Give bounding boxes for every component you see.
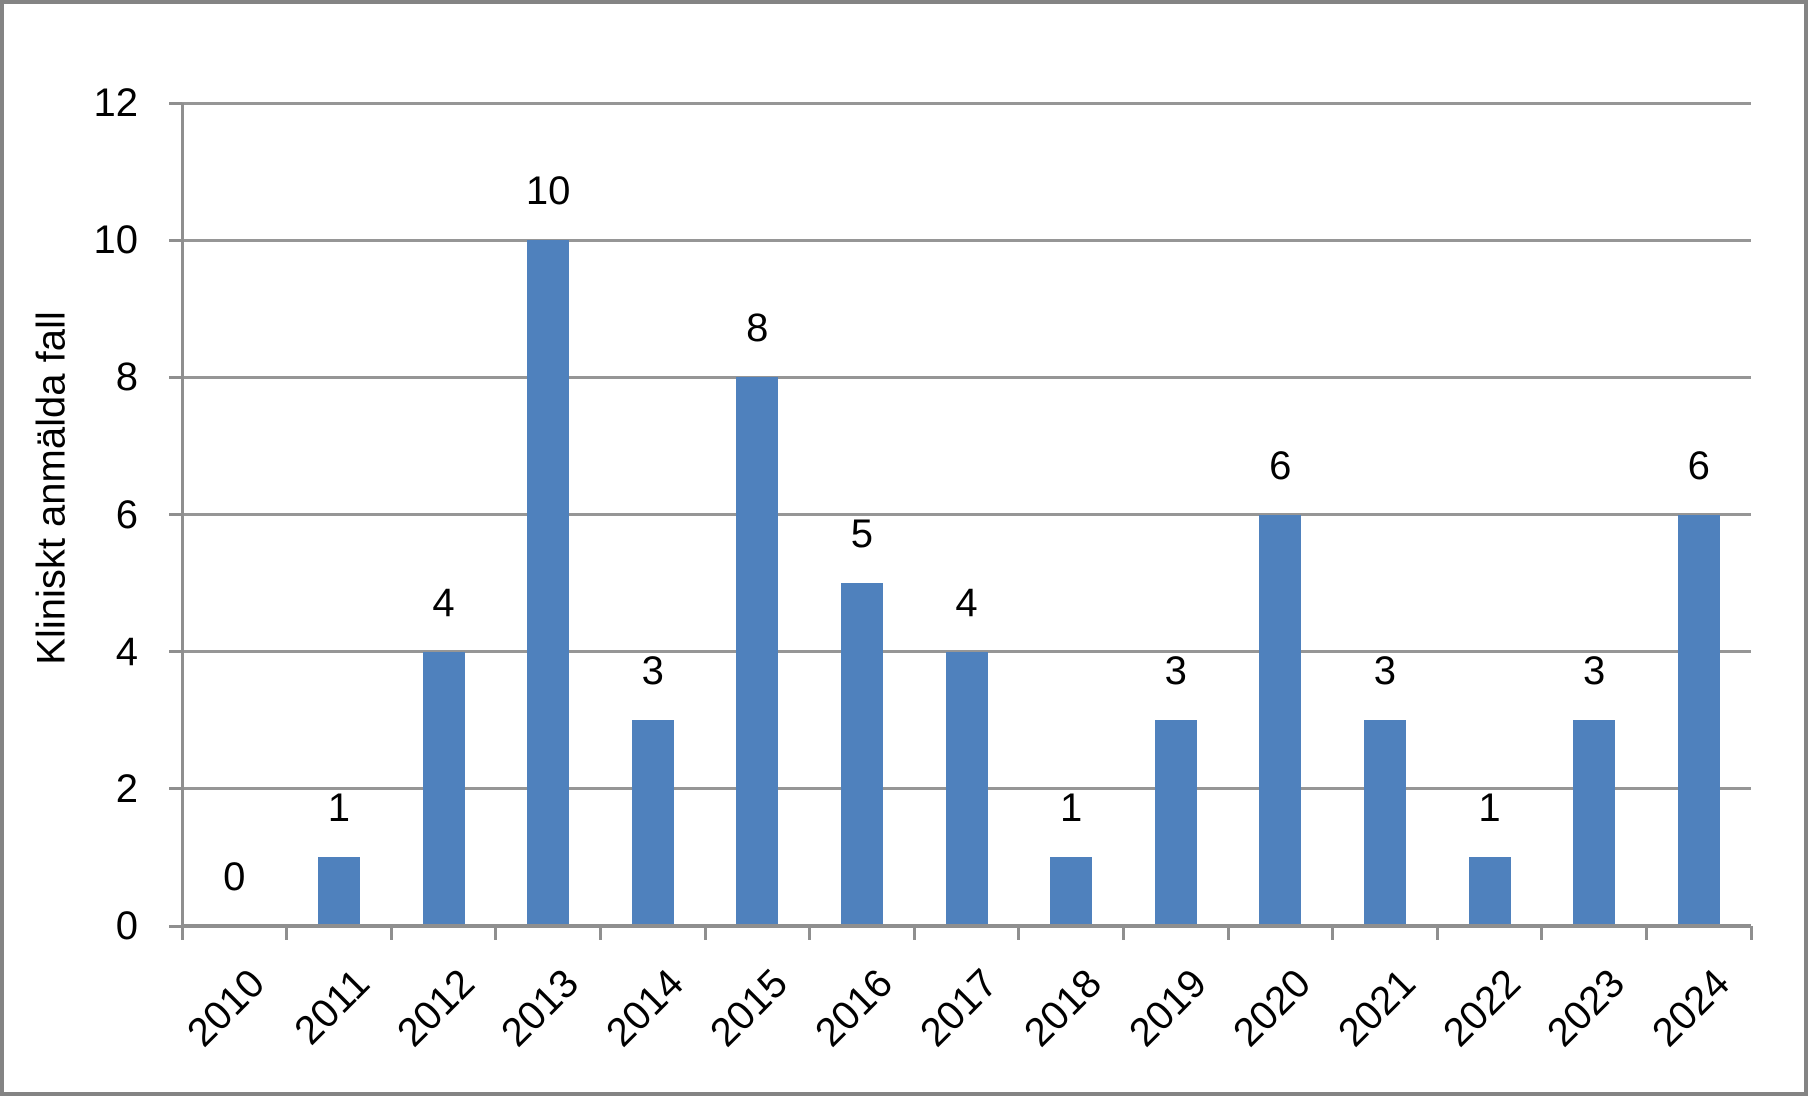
bar-2015 bbox=[736, 377, 779, 926]
x-tick-label-text-2019: 2019 bbox=[1120, 961, 1215, 1056]
x-tick-label-text-2024: 2024 bbox=[1643, 961, 1738, 1056]
x-tick-label-text-2011: 2011 bbox=[286, 961, 379, 1053]
gridline-8 bbox=[182, 375, 1751, 379]
gridline-6 bbox=[182, 513, 1751, 516]
data-label-2015: 8 bbox=[746, 306, 769, 351]
x-tick-mark-6 bbox=[808, 926, 812, 940]
data-label-2022: 1 bbox=[1478, 786, 1501, 831]
data-label-2014: 3 bbox=[641, 649, 664, 694]
x-tick-mark-10 bbox=[1226, 926, 1230, 940]
x-tick-label-text-2015: 2015 bbox=[702, 961, 797, 1056]
x-tick-mark-13 bbox=[1540, 926, 1544, 940]
x-tick-label-text-2020: 2020 bbox=[1225, 961, 1320, 1056]
x-tick-label-text-2017: 2017 bbox=[911, 961, 1006, 1056]
data-label-2019: 3 bbox=[1164, 649, 1187, 694]
x-tick-label-text-2014: 2014 bbox=[597, 961, 692, 1056]
gridline-10 bbox=[182, 238, 1751, 242]
data-label-2016: 5 bbox=[850, 512, 874, 557]
bar-2017 bbox=[945, 651, 988, 926]
y-tick-label-0: 0 bbox=[115, 904, 138, 948]
y-axis-line bbox=[181, 103, 184, 940]
x-tick-mark-3 bbox=[494, 926, 498, 940]
x-tick-mark-2 bbox=[389, 926, 393, 940]
bar-2024 bbox=[1677, 514, 1720, 926]
data-label-2011: 1 bbox=[327, 786, 351, 831]
x-axis-line bbox=[182, 924, 1751, 928]
x-tick-mark-8 bbox=[1017, 926, 1021, 940]
y-tick-label-2: 2 bbox=[115, 766, 138, 811]
bar-2023 bbox=[1573, 720, 1616, 926]
y-tick-mark-12 bbox=[169, 101, 182, 105]
x-tick-mark-5 bbox=[703, 926, 707, 940]
data-label-2024: 6 bbox=[1687, 443, 1710, 488]
x-tick-mark-11 bbox=[1331, 926, 1335, 940]
y-tick-mark-6 bbox=[169, 513, 182, 516]
y-tick-mark-0 bbox=[169, 924, 182, 928]
gridline-12 bbox=[182, 101, 1751, 105]
bar-2021 bbox=[1363, 720, 1406, 926]
y-tick-mark-10 bbox=[169, 238, 182, 242]
plot-area: 0 1 4 10 3 8 5 4 1 3 6 3 1 3 6 0 2 4 6 8 10 12 2010 2011 2012 2… bbox=[94, 83, 1753, 1055]
y-tick-mark-8 bbox=[169, 375, 182, 379]
data-label-2018: 1 bbox=[1059, 786, 1083, 831]
bar-2016 bbox=[840, 583, 883, 926]
bar-2019 bbox=[1154, 720, 1197, 926]
x-tick-mark-7 bbox=[912, 926, 916, 940]
x-tick-label-text-2012: 2012 bbox=[388, 961, 483, 1056]
bar-2020 bbox=[1259, 514, 1302, 926]
x-tick-label-text-2023: 2023 bbox=[1539, 961, 1634, 1056]
y-tick-label-4: 4 bbox=[115, 629, 138, 674]
y-tick-label-6: 6 bbox=[115, 492, 138, 537]
data-label-2013: 10 bbox=[525, 169, 571, 214]
x-tick-mark-14 bbox=[1644, 926, 1648, 940]
x-tick-label-text-2010: 2010 bbox=[179, 961, 274, 1056]
bar-2013 bbox=[527, 240, 570, 926]
bar-2012 bbox=[422, 651, 465, 926]
x-tick-label-text-2018: 2018 bbox=[1016, 961, 1111, 1056]
x-tick-mark-15 bbox=[1749, 926, 1753, 940]
bar-2014 bbox=[631, 720, 674, 926]
data-label-2017: 4 bbox=[955, 580, 978, 625]
y-tick-label-12: 12 bbox=[93, 81, 139, 125]
x-tick-mark-4 bbox=[598, 926, 602, 940]
data-label-2023: 3 bbox=[1582, 649, 1606, 694]
x-tick-mark-1 bbox=[285, 926, 289, 940]
y-tick-label-10: 10 bbox=[93, 218, 139, 263]
data-label-2010: 0 bbox=[223, 855, 246, 899]
data-label-2021: 3 bbox=[1373, 649, 1397, 694]
x-tick-mark-12 bbox=[1435, 926, 1439, 940]
data-label-2012: 4 bbox=[432, 580, 455, 625]
x-tick-label-text-2013: 2013 bbox=[493, 961, 588, 1056]
x-tick-label-text-2021: 2021 bbox=[1329, 961, 1425, 1056]
y-tick-mark-2 bbox=[169, 787, 182, 791]
bar-2018 bbox=[1050, 857, 1093, 926]
x-tick-mark-0 bbox=[180, 926, 184, 940]
bar-2022 bbox=[1468, 857, 1511, 926]
x-tick-label-text-2016: 2016 bbox=[806, 961, 902, 1056]
data-label-2020: 6 bbox=[1269, 443, 1292, 488]
y-tick-mark-4 bbox=[169, 650, 182, 654]
x-tick-mark-9 bbox=[1121, 926, 1125, 940]
x-tick-label-text-2022: 2022 bbox=[1434, 961, 1529, 1056]
y-tick-label-8: 8 bbox=[115, 355, 138, 400]
bar-2011 bbox=[317, 857, 360, 926]
